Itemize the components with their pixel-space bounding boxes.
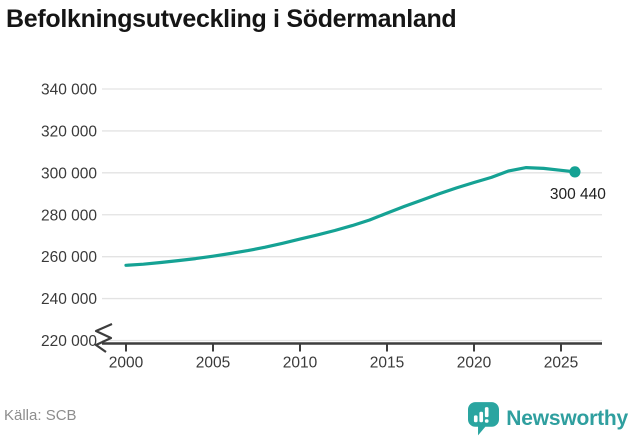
y-tick-label: 320 000 — [41, 123, 97, 140]
x-tick-label: 2015 — [370, 355, 404, 372]
axis-break-icon — [94, 322, 113, 353]
source-note: Källa: SCB — [4, 407, 77, 424]
x-tick-label: 2020 — [457, 355, 492, 372]
y-tick-label: 240 000 — [41, 291, 97, 308]
y-tick-label: 300 000 — [41, 165, 97, 182]
newsworthy-brand-name: Newsworthy — [506, 407, 628, 430]
y-tick-label: 220 000 — [41, 333, 97, 350]
population-line — [124, 166, 577, 267]
latest-value-label: 300 440 — [550, 186, 606, 203]
x-tick-label: 2025 — [544, 355, 578, 372]
y-tick-label: 340 000 — [41, 82, 97, 99]
latest-point-marker — [569, 166, 581, 178]
newsworthy-brand: Newsworthy — [468, 401, 628, 437]
x-tick-label: 2000 — [109, 355, 144, 372]
y-tick-label: 260 000 — [41, 249, 97, 266]
chart-title: Befolkningsutveckling i Södermanland — [6, 5, 457, 33]
x-tick-label: 2010 — [283, 355, 318, 372]
newsworthy-logo-icon — [468, 402, 500, 436]
x-tick-label: 2005 — [196, 355, 230, 372]
y-tick-label: 280 000 — [41, 207, 97, 224]
